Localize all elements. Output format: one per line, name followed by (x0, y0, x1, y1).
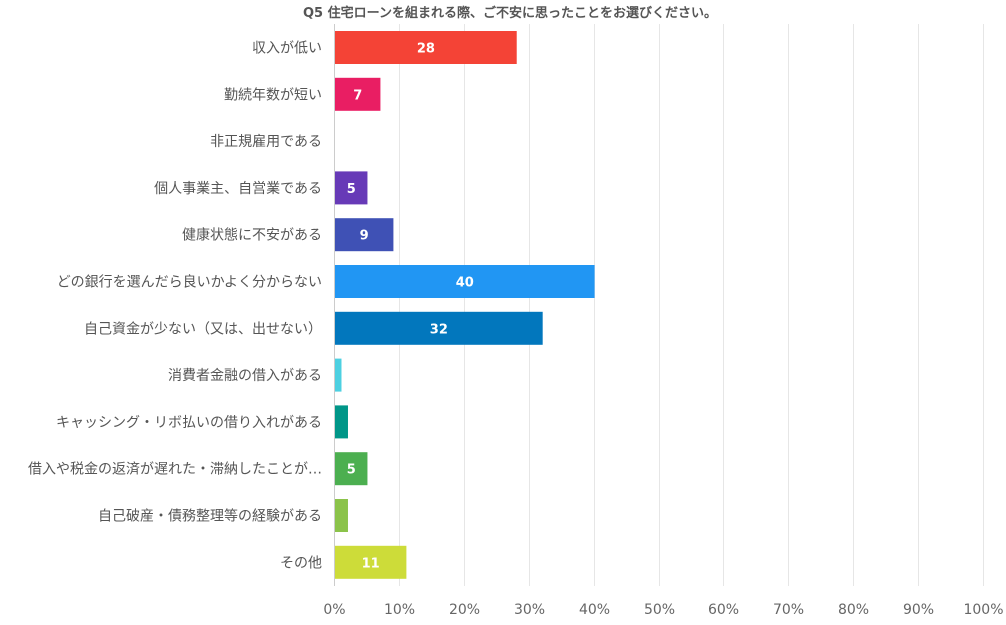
bar (335, 171, 368, 205)
bar (335, 405, 348, 439)
bar-value-label: 40 (456, 276, 474, 291)
category-label: 個人事業主、自営業である (154, 181, 322, 197)
category-label: 非正規雇用である (210, 133, 322, 150)
bar (335, 31, 517, 64)
bar-value-label: 32 (430, 322, 448, 337)
bar-value-label: 28 (417, 42, 435, 57)
bar (335, 311, 543, 345)
bar (335, 358, 342, 392)
category-label: 収入が低い (252, 41, 322, 57)
category-label: 消費者金融の借入がある (168, 368, 322, 384)
x-tick-label: 60% (708, 602, 739, 618)
bar-value-label: 5 (347, 463, 356, 478)
category-label: 自己資金が少ない（又は、出せない） (84, 321, 322, 337)
data-labels: 28 7 5 9 40 32 5 11 (347, 42, 474, 572)
bar-value-label: 11 (362, 556, 380, 571)
chart-title: Q5 住宅ローンを組まれる際、ご不安に思ったことをお選びください。 (303, 5, 717, 21)
x-tick-label: 30% (514, 602, 545, 618)
bars (335, 31, 595, 579)
x-tick-label: 50% (644, 602, 675, 618)
x-tick-label: 80% (838, 602, 869, 618)
x-tick-label: 20% (449, 602, 480, 618)
category-label: どの銀行を選んだら良いかよく分からない (57, 275, 322, 291)
bar (335, 499, 348, 532)
bar (335, 218, 394, 252)
bar (335, 77, 381, 111)
category-label: 借入や税金の返済が遅れた・滞納したことが… (28, 462, 322, 478)
category-label: 勤続年数が短い (224, 86, 322, 103)
bar (335, 265, 595, 298)
x-tick-label: 100% (963, 602, 1003, 618)
gridlines (334, 24, 984, 586)
x-axis-ticks: 0% 10% 20% 30% 40% 50% 60% 70% 80% 90% 100% (323, 602, 1003, 618)
category-label: 自己破産・債務整理等の経験がある (98, 508, 322, 525)
bar-value-label: 5 (347, 182, 356, 197)
x-tick-label: 10% (384, 602, 415, 618)
bar-value-label: 7 (353, 88, 362, 103)
category-labels: 収入が低い勤続年数が短い非正規雇用である個人事業主、自営業である健康状態に不安が… (28, 41, 322, 572)
bar-value-label: 9 (360, 229, 369, 244)
category-label: キャッシング・リボ払いの借り入れがある (56, 415, 322, 431)
category-label: その他 (280, 555, 322, 571)
category-label: 健康状態に不安がある (182, 227, 322, 244)
x-tick-label: 70% (773, 602, 804, 618)
x-tick-label: 40% (579, 602, 610, 618)
x-tick-label: 90% (903, 602, 934, 618)
bar (335, 545, 407, 579)
bar (335, 452, 368, 486)
x-tick-label: 0% (323, 602, 345, 618)
